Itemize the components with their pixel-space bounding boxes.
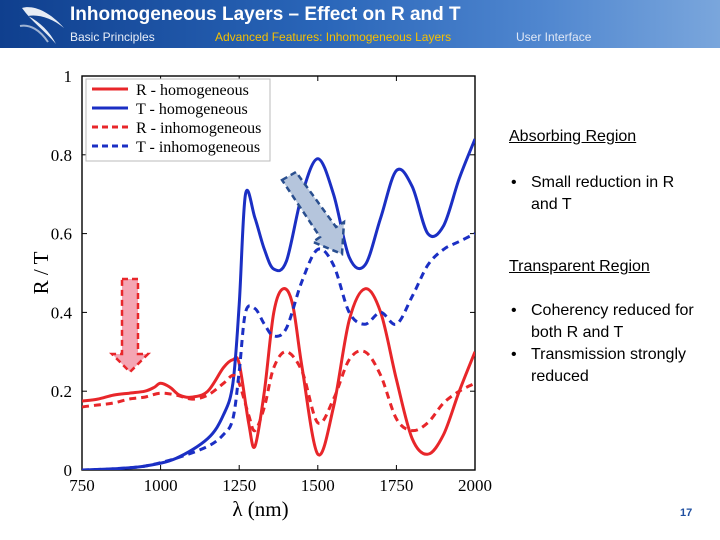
rt-chart: 750 1000 1250 1500 1750 2000 0 0.2 0.4 0.6 0.8 1 λ (… (29, 67, 492, 521)
title-bar: Inhomogeneous Layers – Effect on R and T… (0, 0, 720, 48)
absorbing-region-heading: Absorbing Region (509, 128, 637, 145)
logo-swoosh-icon (19, 7, 64, 44)
transparent-region-heading: Transparent Region (509, 258, 650, 275)
x-tick-label: 1750 (379, 476, 413, 495)
x-tick-label: 1250 (222, 476, 256, 495)
series-r-homogeneous (82, 287, 475, 457)
y-tick-label: 1 (64, 67, 73, 86)
transparent-bullet-item: Transmission strongly reduced (509, 344, 699, 388)
series-t-inhomogeneous (82, 232, 475, 470)
legend-label: T - homogeneous (136, 101, 248, 118)
absorbing-bullet-item: Small reduction in R and T (509, 172, 699, 216)
series-t-homogeneous (82, 138, 475, 470)
transparent-bullet-item: Coherency reduced for both R and T (509, 300, 699, 344)
x-tick-label: 2000 (458, 476, 492, 495)
y-tick-label: 0.6 (51, 225, 72, 244)
slide-title: Inhomogeneous Layers – Effect on R and T (70, 4, 461, 25)
absorbing-arrow-icon (108, 277, 152, 374)
nav-user-interface[interactable]: User Interface (516, 30, 592, 44)
legend-label: R - homogeneous (136, 82, 249, 99)
transparent-bullets: Coherency reduced for both R and T Trans… (509, 300, 699, 388)
x-tick-label: 1500 (301, 476, 335, 495)
page-number: 17 (680, 507, 693, 519)
nav-advanced-features[interactable]: Advanced Features: Inhomogeneous Layers (215, 30, 452, 44)
absorbing-bullets: Small reduction in R and T (509, 172, 699, 216)
x-tick-label: 750 (69, 476, 95, 495)
y-tick-label: 0.8 (51, 146, 72, 165)
y-tick-label: 0.2 (51, 382, 72, 401)
y-axis-label: R / T (29, 251, 53, 294)
legend-label: R - inhomogeneous (136, 120, 261, 137)
nav-basic-principles[interactable]: Basic Principles (70, 30, 155, 44)
transparent-arrow-icon (280, 170, 346, 256)
y-tick-label: 0 (64, 461, 73, 480)
legend-label: T - inhomogeneous (136, 139, 260, 156)
x-axis-label: λ (nm) (232, 497, 288, 521)
x-tick-label: 1000 (144, 476, 178, 495)
series-r-inhomogeneous (82, 349, 475, 433)
y-tick-label: 0.4 (51, 303, 73, 322)
